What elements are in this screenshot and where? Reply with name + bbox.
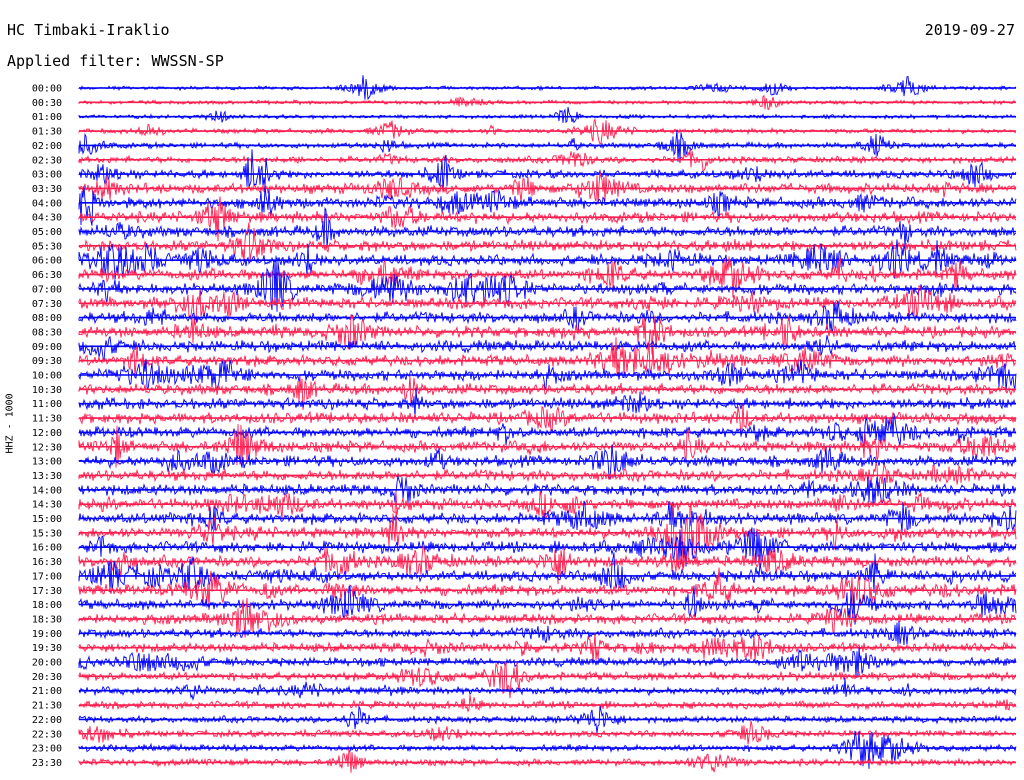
date-label: 2019-09-27 <box>924 21 1015 39</box>
trace-label: 16:00 <box>32 543 62 554</box>
trace-2230 <box>78 720 1017 745</box>
trace-label: 23:30 <box>32 758 62 769</box>
trace-label: 10:30 <box>32 385 62 396</box>
trace-label: 00:30 <box>32 98 62 109</box>
trace-label: 04:00 <box>32 198 62 209</box>
trace-label: 06:30 <box>32 270 62 281</box>
trace-1430 <box>78 490 1017 521</box>
trace-label: 04:30 <box>32 213 62 224</box>
trace-label: 21:00 <box>32 686 62 697</box>
trace-label: 15:30 <box>32 528 62 539</box>
trace-label: 23:00 <box>32 744 62 755</box>
trace-label: 17:30 <box>32 586 62 597</box>
trace-label: 12:30 <box>32 442 62 453</box>
trace-label: 02:00 <box>32 141 62 152</box>
trace-1730 <box>78 567 1017 611</box>
trace-label: 10:00 <box>32 371 62 382</box>
trace-label: 09:30 <box>32 356 62 367</box>
filter-label: Applied filter: WWSSN-SP <box>7 52 224 70</box>
trace-label: 03:30 <box>32 184 62 195</box>
station-title: HC Timbaki-Iraklio <box>7 21 170 39</box>
trace-label: 14:00 <box>32 485 62 496</box>
trace-2300 <box>78 730 1017 769</box>
trace-1200 <box>78 413 1017 447</box>
trace-2330 <box>78 748 1017 773</box>
trace-2130 <box>78 694 1017 713</box>
trace-0500 <box>78 206 1017 249</box>
trace-2030 <box>78 661 1017 699</box>
trace-label: 20:00 <box>32 658 62 669</box>
trace-1500 <box>78 500 1017 533</box>
trace-label: 19:30 <box>32 643 62 654</box>
trace-label: 06:00 <box>32 256 62 267</box>
trace-label: 18:00 <box>32 600 62 611</box>
trace-label: 15:00 <box>32 514 62 525</box>
trace-label: 14:30 <box>32 500 62 511</box>
trace-0530 <box>78 222 1017 264</box>
trace-0800 <box>78 300 1017 335</box>
trace-label: 11:00 <box>32 399 62 410</box>
trace-0100 <box>78 106 1017 124</box>
trace-0900 <box>78 335 1017 362</box>
trace-label: 08:00 <box>32 313 62 324</box>
trace-0300 <box>78 149 1017 192</box>
trace-label: 05:30 <box>32 241 62 252</box>
trace-label: 03:00 <box>32 170 62 181</box>
trace-1400 <box>78 475 1017 506</box>
trace-label: 07:30 <box>32 299 62 310</box>
trace-label: 20:30 <box>32 672 62 683</box>
trace-2100 <box>78 677 1017 702</box>
trace-label: 22:00 <box>32 715 62 726</box>
trace-label: 01:30 <box>32 127 62 138</box>
trace-1330 <box>78 463 1017 488</box>
trace-label: 17:00 <box>32 571 62 582</box>
trace-label: 00:00 <box>32 84 62 95</box>
trace-label: 21:30 <box>32 701 62 712</box>
trace-label: 19:00 <box>32 629 62 640</box>
trace-1700 <box>78 552 1017 594</box>
trace-label: 13:30 <box>32 471 62 482</box>
trace-label: 18:30 <box>32 614 62 625</box>
trace-label: 08:30 <box>32 327 62 338</box>
trace-1130 <box>78 403 1017 438</box>
trace-1800 <box>78 585 1017 625</box>
trace-label: 13:00 <box>32 457 62 468</box>
trace-label: 02:30 <box>32 155 62 166</box>
trace-label: 07:00 <box>32 284 62 295</box>
trace-0930 <box>78 337 1017 378</box>
trace-label: 05:00 <box>32 227 62 238</box>
trace-1530 <box>78 502 1017 569</box>
trace-0830 <box>78 314 1017 355</box>
trace-0400 <box>78 185 1017 226</box>
trace-label: 22:30 <box>32 729 62 740</box>
trace-label: 01:00 <box>32 112 62 123</box>
trace-label: 09:00 <box>32 342 62 353</box>
trace-label: 12:00 <box>32 428 62 439</box>
trace-1830 <box>78 597 1017 638</box>
trace-1230 <box>78 424 1017 468</box>
trace-label: 16:30 <box>32 557 62 568</box>
trace-label: 11:30 <box>32 414 62 425</box>
trace-1630 <box>78 545 1017 585</box>
